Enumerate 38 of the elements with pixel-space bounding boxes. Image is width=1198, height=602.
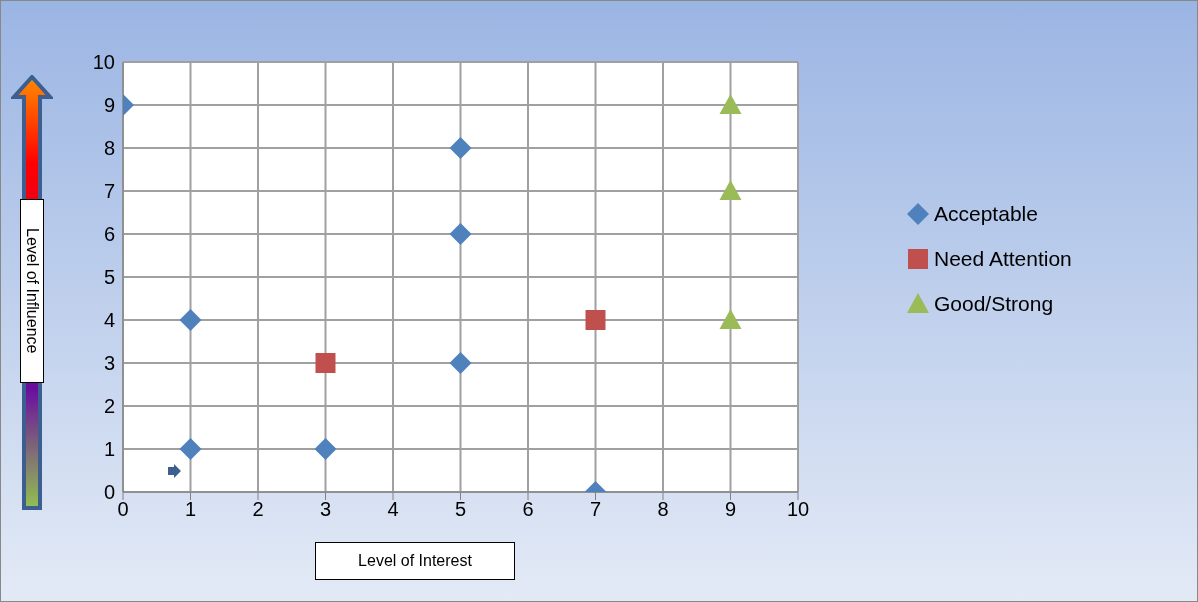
legend-label: Acceptable [934,201,1038,226]
point [719,94,742,114]
x-tick-label: 8 [657,498,669,521]
y-tick-label: 9 [103,94,115,117]
y-tick-label: 1 [103,438,115,461]
x-tick-label: 10 [786,498,810,521]
x-tick-label: 6 [522,498,534,521]
y-tick-label: 8 [103,137,115,160]
y-tick-label: 4 [103,309,115,332]
legend-label: Need Attention [934,246,1072,271]
x-tick-label: 2 [252,498,264,521]
point [449,223,472,245]
point [179,309,202,331]
x-tick-label: 7 [589,498,602,521]
y-axis-title: Level of Influence [23,228,41,354]
y-tick-label: 3 [103,352,115,375]
point [314,438,337,460]
point [719,180,742,200]
y-tick-label: 5 [103,266,115,289]
point [315,353,336,373]
y-tick-label: 10 [92,51,115,74]
point [449,137,472,159]
x-tick-label: 5 [454,498,467,521]
x-axis-title: Level of Interest [315,542,515,580]
x-tick-label: 1 [184,498,197,521]
point [585,310,606,330]
point [179,438,202,460]
x-tick-label: 4 [387,498,399,521]
point [449,352,472,374]
y-tick-label: 7 [103,180,115,203]
legend-label: Good/Strong [934,291,1054,316]
x-tick-label: 0 [117,498,129,521]
point [719,309,742,329]
y-tick-label: 6 [103,223,115,246]
y-tick-label: 2 [103,395,115,418]
y-tick-label: 0 [103,481,115,504]
x-tick-label: 3 [319,498,332,521]
x-tick-label: 9 [724,498,737,521]
